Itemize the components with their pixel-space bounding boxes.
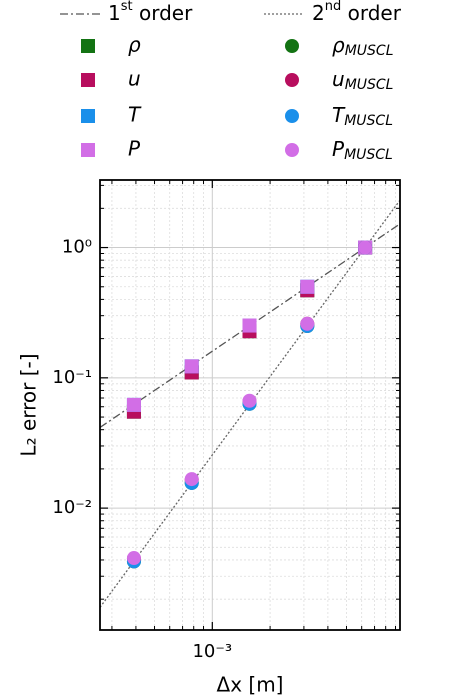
circle-marker	[242, 393, 257, 408]
legend-label: PMUSCL	[332, 137, 393, 164]
subscript: MUSCL	[345, 43, 394, 59]
legend-marker	[285, 109, 299, 123]
legend-marker	[81, 143, 95, 157]
y-axis-label: L₂ error [-]	[17, 353, 41, 456]
legend-label: uMUSCL	[332, 67, 393, 94]
plot-frame	[99, 179, 401, 631]
circle-marker	[184, 472, 199, 487]
text-part: T	[332, 103, 346, 127]
legend-label: 1st order	[108, 0, 193, 25]
square-marker	[242, 318, 257, 333]
circle-marker	[358, 240, 373, 255]
legend-marker	[81, 109, 95, 123]
legend-marker	[285, 143, 299, 157]
legend-marker	[285, 39, 299, 53]
legend-marker	[285, 73, 299, 87]
legend-marker	[81, 39, 95, 53]
text-part: 1	[108, 1, 121, 25]
legend-label: 2nd order	[312, 0, 402, 25]
square-marker	[126, 397, 141, 412]
text-part: order	[133, 1, 193, 25]
square-marker	[300, 279, 315, 294]
square-marker	[184, 359, 199, 374]
legend-label: TMUSCL	[332, 103, 393, 130]
superscript: nd	[325, 0, 342, 14]
text-part: ρ	[332, 33, 345, 57]
x-tick-label: 10⁻³	[192, 641, 232, 662]
x-axis-label: Δx [m]	[217, 673, 284, 697]
legend-label: ρMUSCL	[332, 33, 394, 60]
legend-marker	[81, 73, 95, 87]
y-tick-label: 10⁻¹	[52, 367, 92, 388]
circle-marker	[126, 551, 141, 566]
subscript: MUSCL	[344, 113, 393, 129]
y-tick-label: 10⁻²	[52, 497, 92, 518]
legend-label: P	[128, 137, 141, 161]
y-tick-label: 10⁰	[62, 237, 92, 258]
text-part: 2	[312, 1, 325, 25]
text-part: u	[332, 67, 345, 91]
superscript: st	[121, 0, 133, 14]
subscript: MUSCL	[344, 147, 393, 163]
text-part: P	[332, 137, 345, 161]
subscript: MUSCL	[345, 77, 394, 93]
legend-label: u	[128, 67, 141, 91]
text-part: order	[341, 1, 401, 25]
legend-label: T	[128, 103, 142, 127]
legend-label: ρ	[128, 33, 141, 57]
circle-marker	[300, 316, 315, 331]
